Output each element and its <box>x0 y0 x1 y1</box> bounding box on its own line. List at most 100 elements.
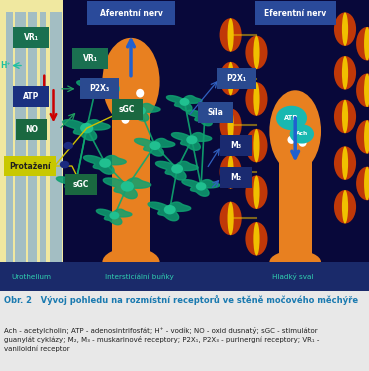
Polygon shape <box>166 96 202 111</box>
Bar <box>6 12 13 268</box>
Polygon shape <box>187 110 222 126</box>
FancyBboxPatch shape <box>111 99 143 120</box>
Circle shape <box>164 205 176 214</box>
Ellipse shape <box>228 202 234 235</box>
Ellipse shape <box>364 73 369 107</box>
Circle shape <box>171 164 183 174</box>
Polygon shape <box>182 180 220 196</box>
Circle shape <box>60 161 69 168</box>
Text: H⁺: H⁺ <box>1 61 11 70</box>
Polygon shape <box>96 209 132 225</box>
Text: sGC: sGC <box>73 180 89 190</box>
FancyBboxPatch shape <box>87 1 175 26</box>
Ellipse shape <box>254 222 259 256</box>
Text: NO: NO <box>25 125 38 134</box>
Bar <box>58 12 62 268</box>
Bar <box>112 82 150 262</box>
Ellipse shape <box>245 222 268 256</box>
Polygon shape <box>77 81 115 97</box>
Ellipse shape <box>254 129 259 162</box>
Ellipse shape <box>364 27 369 60</box>
Text: ATP: ATP <box>284 115 299 121</box>
Ellipse shape <box>136 89 144 98</box>
Ellipse shape <box>269 90 321 172</box>
Text: Protažení: Protažení <box>10 161 51 171</box>
Circle shape <box>99 158 111 168</box>
Bar <box>50 12 58 268</box>
Ellipse shape <box>287 136 296 144</box>
Circle shape <box>196 182 206 191</box>
Circle shape <box>70 179 81 188</box>
Text: VR₁: VR₁ <box>24 33 39 42</box>
Ellipse shape <box>103 247 159 277</box>
Ellipse shape <box>334 190 356 223</box>
Ellipse shape <box>356 120 369 154</box>
Bar <box>28 12 37 268</box>
Ellipse shape <box>103 38 159 125</box>
FancyBboxPatch shape <box>221 135 252 156</box>
Text: Aferentní nerv: Aferentní nerv <box>100 9 162 17</box>
Ellipse shape <box>342 146 348 180</box>
Ellipse shape <box>220 202 242 235</box>
Ellipse shape <box>364 120 369 154</box>
Ellipse shape <box>228 155 234 188</box>
Circle shape <box>91 83 101 92</box>
Bar <box>0 0 63 291</box>
Ellipse shape <box>334 146 356 180</box>
Text: Síla: Síla <box>208 108 224 116</box>
Ellipse shape <box>334 56 356 89</box>
Ellipse shape <box>245 36 268 69</box>
Ellipse shape <box>342 12 348 46</box>
Bar <box>15 12 26 268</box>
Ellipse shape <box>356 167 369 200</box>
Ellipse shape <box>364 167 369 200</box>
FancyBboxPatch shape <box>72 48 108 69</box>
Text: VR₁: VR₁ <box>83 54 98 63</box>
Ellipse shape <box>245 82 268 116</box>
Polygon shape <box>172 132 212 150</box>
Ellipse shape <box>254 175 259 209</box>
Bar <box>40 12 46 268</box>
Text: Hladký sval: Hladký sval <box>272 273 313 280</box>
Bar <box>216 262 369 291</box>
Ellipse shape <box>118 101 126 109</box>
Ellipse shape <box>284 118 292 127</box>
Polygon shape <box>148 202 191 221</box>
Text: Ach: Ach <box>296 131 308 137</box>
FancyBboxPatch shape <box>4 155 56 177</box>
Polygon shape <box>83 155 126 174</box>
Ellipse shape <box>220 62 242 95</box>
Ellipse shape <box>121 115 130 124</box>
Text: P2X₃: P2X₃ <box>90 84 110 93</box>
Text: ATP: ATP <box>23 92 39 101</box>
Ellipse shape <box>134 104 142 112</box>
FancyBboxPatch shape <box>13 86 49 106</box>
FancyBboxPatch shape <box>16 119 47 140</box>
Ellipse shape <box>245 175 268 209</box>
Ellipse shape <box>342 100 348 133</box>
Circle shape <box>276 106 307 130</box>
Circle shape <box>63 142 73 150</box>
Circle shape <box>290 124 314 144</box>
Text: M₂: M₂ <box>231 173 242 182</box>
Ellipse shape <box>254 82 259 116</box>
Bar <box>63 0 216 291</box>
Ellipse shape <box>356 27 369 60</box>
Ellipse shape <box>334 100 356 133</box>
Circle shape <box>101 82 120 96</box>
Bar <box>63 262 216 291</box>
Bar <box>0 262 63 291</box>
Polygon shape <box>155 161 198 180</box>
Polygon shape <box>103 178 151 199</box>
Polygon shape <box>135 138 175 156</box>
Ellipse shape <box>228 108 234 142</box>
Ellipse shape <box>342 190 348 223</box>
Polygon shape <box>56 177 94 193</box>
Circle shape <box>109 211 120 219</box>
Text: Ach - acetylcholin; ATP - adenosintrifosfát; H⁺ - vodík; NO - oxid dusnatý; sGC : Ach - acetylcholin; ATP - adenosintrifos… <box>4 327 319 352</box>
Ellipse shape <box>220 108 242 142</box>
FancyBboxPatch shape <box>13 27 49 48</box>
Bar <box>216 0 369 291</box>
FancyBboxPatch shape <box>221 167 252 188</box>
Ellipse shape <box>334 12 356 46</box>
